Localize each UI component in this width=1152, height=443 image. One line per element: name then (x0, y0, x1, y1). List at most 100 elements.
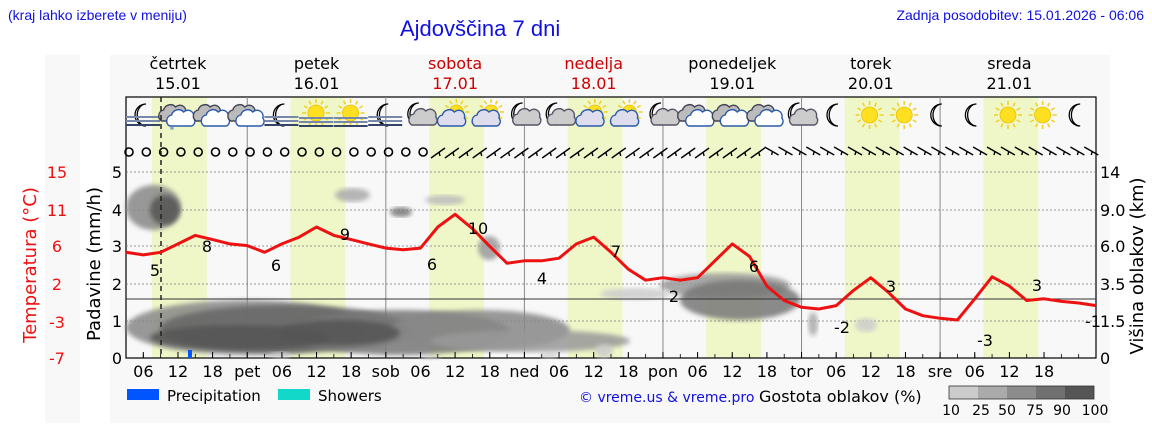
svg-text:18: 18 (341, 362, 361, 381)
moon-fog-icon (368, 103, 403, 127)
svg-text:12: 12 (861, 362, 881, 381)
svg-text:14: 14 (1100, 163, 1120, 182)
wind-barb-icon (458, 147, 474, 159)
svg-text:4: 4 (112, 201, 122, 220)
svg-text:1: 1 (112, 312, 122, 331)
svg-text:06: 06 (272, 362, 292, 381)
temp-annotation: -2 (834, 318, 850, 337)
svg-text:75: 75 (1026, 403, 1044, 419)
wind-barb-icon (778, 146, 793, 156)
wind-barb-icon (541, 147, 557, 159)
day-name: torek (850, 54, 892, 73)
wind-calm-icon (141, 147, 152, 157)
wind-calm-icon (418, 147, 428, 157)
wind-calm-icon (176, 147, 186, 157)
svg-text:0: 0 (112, 349, 122, 368)
svg-text:sre: sre (928, 362, 952, 381)
temperature-axis-label: Temperatura (°C) (20, 187, 41, 344)
moon-icon (930, 103, 942, 127)
showers-legend-label: Showers (318, 387, 382, 405)
wind-calm-icon (366, 147, 377, 157)
wind-barb-icon (444, 147, 460, 159)
day-name: sobota (428, 54, 482, 73)
svg-text:18: 18 (1034, 362, 1054, 381)
svg-text:90: 90 (1053, 403, 1071, 419)
wind-barb-icon (847, 146, 863, 156)
temp-annotation: 5 (150, 261, 160, 280)
temp-annotation: 9 (340, 225, 350, 244)
moon-icon (1068, 103, 1081, 127)
svg-text:06: 06 (133, 362, 153, 381)
cloud-density-legend-label: Gostota oblakov (%) (759, 387, 922, 406)
wind-barb-icon (652, 147, 668, 159)
cloud-overcast-icon (746, 104, 784, 127)
svg-text:sob: sob (372, 362, 400, 381)
day-date: 19.01 (709, 74, 755, 93)
moon-cloud-icon (407, 102, 438, 126)
wind-barb-icon (958, 146, 974, 156)
svg-text:3.5: 3.5 (1100, 275, 1125, 294)
sun-cloud-icon (436, 99, 470, 127)
svg-text:50: 50 (998, 403, 1016, 419)
temp-annotation: 8 (202, 237, 212, 256)
svg-text:1.5: 1.5 (1100, 312, 1125, 331)
wind-barb-icon (513, 147, 529, 159)
wind-barb-icon (625, 147, 641, 159)
wind-barb-icon (944, 146, 960, 156)
cloud-overcast-icon (227, 104, 265, 127)
wind-barb-icon (805, 146, 821, 156)
wind-barb-icon (666, 147, 682, 159)
sun-fog-icon (299, 99, 333, 127)
wind-barb-icon (764, 146, 779, 156)
svg-text:18: 18 (757, 362, 777, 381)
wind-barb-icon (917, 146, 932, 156)
wind-barb-icon (583, 147, 599, 159)
svg-text:2: 2 (112, 275, 122, 294)
daylight-bands (151, 97, 1039, 358)
svg-text:100: 100 (1082, 403, 1109, 419)
svg-text:12: 12 (999, 362, 1019, 381)
day-date: 20.01 (848, 74, 894, 93)
wind-barb-icon (694, 147, 710, 159)
day-name: sreda (987, 54, 1031, 73)
temp-annotation: 3 (1032, 276, 1042, 295)
svg-text:18: 18 (480, 362, 500, 381)
wind-barb-icon (430, 147, 446, 159)
svg-text:6: 6 (52, 237, 62, 256)
wind-barb-icon (1028, 146, 1044, 156)
wind-barb-icon (1083, 146, 1099, 156)
moon-cloud-icon (649, 102, 680, 126)
copyright-link[interactable]: © vreme.us & vreme.pro (579, 390, 754, 406)
wind-calm-icon (158, 147, 169, 157)
wind-calm-icon (349, 147, 359, 157)
day-name: petek (294, 54, 340, 73)
day-name: četrtek (150, 54, 208, 73)
wind-barb-icon (861, 146, 877, 156)
region-menu-hint[interactable]: (kraj lahko izberete v meniju) (8, 7, 187, 23)
svg-text:15: 15 (47, 163, 67, 182)
sun-icon (1028, 101, 1057, 129)
wind-calm-icon (400, 147, 411, 157)
moon-cloud-icon (511, 102, 542, 126)
temp-annotation: 10 (468, 219, 488, 238)
svg-text:12: 12 (306, 362, 326, 381)
svg-text:18: 18 (895, 362, 915, 381)
svg-text:12: 12 (722, 362, 742, 381)
day-date: 18.01 (571, 74, 617, 93)
precipitation-legend-label: Precipitation (167, 387, 261, 405)
moon-fog-icon (264, 103, 299, 127)
temp-annotation: 4 (537, 269, 547, 288)
temperature-line (125, 212, 1097, 322)
moon-cloud-icon (545, 102, 577, 126)
wind-calm-icon (193, 147, 203, 157)
svg-text:ned: ned (509, 362, 539, 381)
svg-text:25: 25 (972, 403, 990, 419)
svg-text:06: 06 (965, 362, 985, 381)
svg-text:10: 10 (942, 403, 960, 419)
wind-barb-icon (1014, 146, 1030, 156)
wind-barb-icon (639, 147, 654, 159)
temp-annotation: -3 (977, 331, 993, 350)
wind-barb-icon (903, 146, 918, 156)
wind-barb-icon (972, 146, 988, 156)
wind-barb-icon (722, 147, 738, 159)
